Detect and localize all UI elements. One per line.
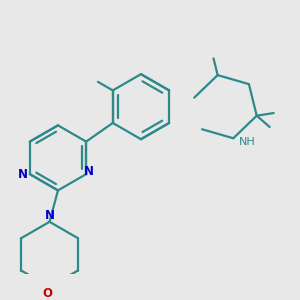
Text: N: N	[83, 165, 93, 178]
Text: N: N	[45, 208, 55, 221]
Text: NH: NH	[239, 137, 256, 147]
Text: N: N	[18, 168, 28, 181]
Text: O: O	[42, 287, 52, 300]
